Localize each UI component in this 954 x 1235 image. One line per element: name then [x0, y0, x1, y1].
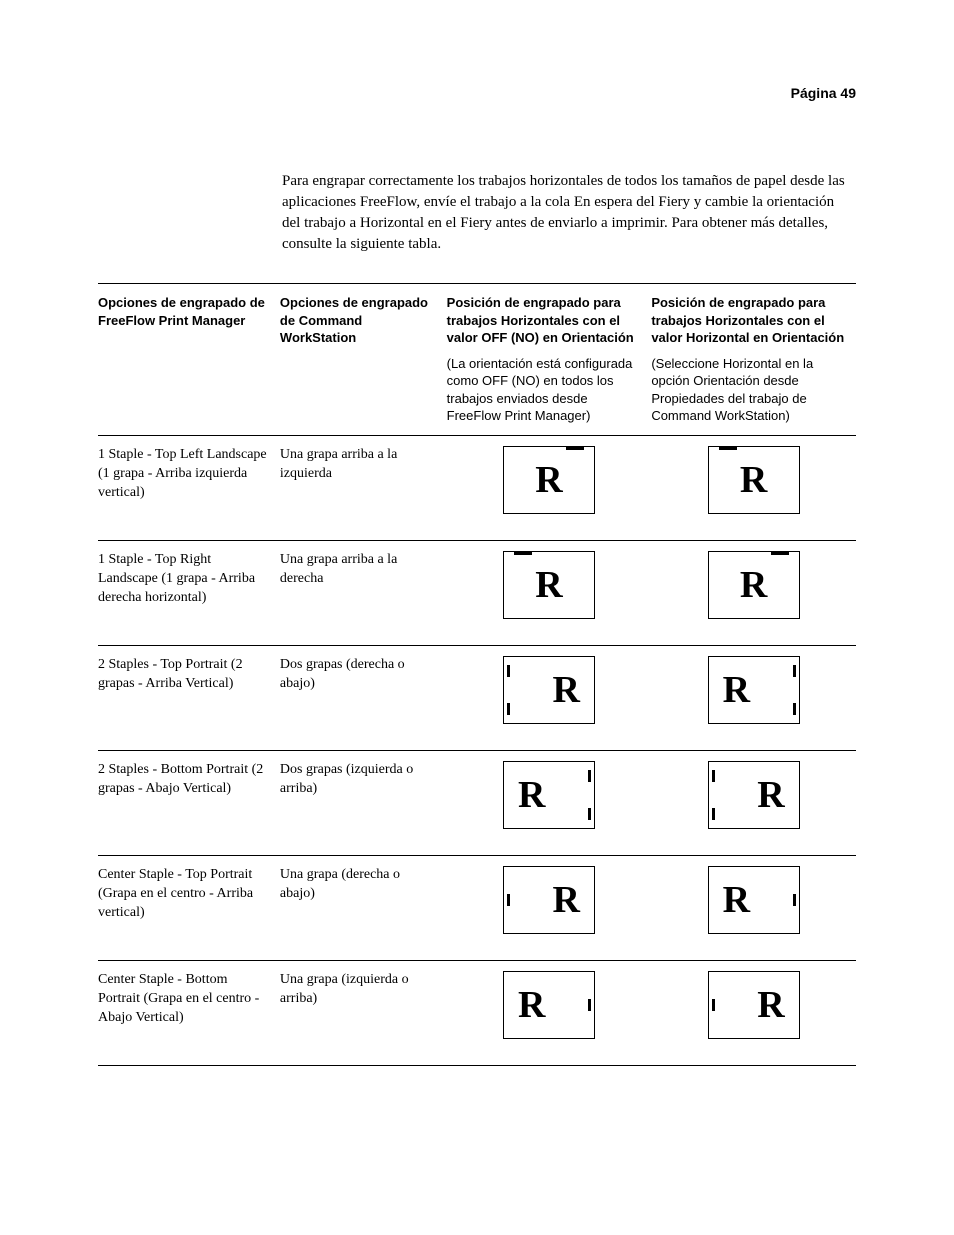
freeflow-option: 2 Staples - Bottom Portrait (2 grapas - … — [98, 750, 280, 855]
staple-options-table: Opciones de engrapado de FreeFlow Print … — [98, 283, 856, 1066]
position-horizontal-cell: R — [651, 645, 856, 750]
intro-paragraph: Para engrapar correctamente los trabajos… — [282, 171, 856, 255]
table-row: 2 Staples - Bottom Portrait (2 grapas - … — [98, 750, 856, 855]
position-off-cell: R — [447, 750, 652, 855]
staple-mark-icon — [507, 703, 510, 715]
position-off-cell: R — [447, 855, 652, 960]
page-number: Página 49 — [98, 85, 856, 101]
staple-mark-icon — [793, 894, 796, 906]
cws-option: Dos grapas (izquierda o arriba) — [280, 750, 447, 855]
staple-diagram-icon: R — [708, 971, 800, 1039]
table-header-row: Opciones de engrapado de FreeFlow Print … — [98, 284, 856, 436]
orientation-glyph-icon: R — [740, 461, 767, 499]
staple-mark-icon — [771, 552, 789, 555]
staple-diagram-icon: R — [708, 446, 800, 514]
freeflow-option: 2 Staples - Top Portrait (2 grapas - Arr… — [98, 645, 280, 750]
page: Página 49 Para engrapar correctamente lo… — [0, 0, 954, 1126]
staple-mark-icon — [588, 770, 591, 782]
table-row: Center Staple - Bottom Portrait (Grapa e… — [98, 960, 856, 1065]
position-horizontal-cell: R — [651, 960, 856, 1065]
cws-option: Una grapa (derecha o abajo) — [280, 855, 447, 960]
staple-diagram-icon: R — [503, 761, 595, 829]
orientation-glyph-icon: R — [553, 881, 580, 919]
col2-header: Opciones de engrapado de Command WorkSta… — [280, 284, 447, 436]
cws-option: Dos grapas (derecha o abajo) — [280, 645, 447, 750]
orientation-glyph-icon: R — [535, 566, 562, 604]
staple-mark-icon — [507, 665, 510, 677]
staple-diagram-icon: R — [708, 761, 800, 829]
orientation-glyph-icon: R — [757, 986, 784, 1024]
orientation-glyph-icon: R — [757, 776, 784, 814]
staple-mark-icon — [507, 894, 510, 906]
freeflow-option: 1 Staple - Top Right Landscape (1 grapa … — [98, 540, 280, 645]
orientation-glyph-icon: R — [723, 881, 750, 919]
table-row: 1 Staple - Top Left Landscape (1 grapa -… — [98, 435, 856, 540]
cws-option: Una grapa arriba a la izquierda — [280, 435, 447, 540]
freeflow-option: Center Staple - Bottom Portrait (Grapa e… — [98, 960, 280, 1065]
staple-mark-icon — [712, 808, 715, 820]
staple-diagram-icon: R — [503, 971, 595, 1039]
orientation-glyph-icon: R — [553, 671, 580, 709]
staple-diagram-icon: R — [708, 866, 800, 934]
cws-option: Una grapa arriba a la derecha — [280, 540, 447, 645]
col4-header: Posición de engrapado para trabajos Hori… — [651, 284, 856, 436]
staple-mark-icon — [793, 703, 796, 715]
staple-mark-icon — [588, 999, 591, 1011]
staple-mark-icon — [719, 447, 737, 450]
position-horizontal-cell: R — [651, 855, 856, 960]
position-off-cell: R — [447, 960, 652, 1065]
orientation-glyph-icon: R — [518, 776, 545, 814]
freeflow-option: 1 Staple - Top Left Landscape (1 grapa -… — [98, 435, 280, 540]
staple-mark-icon — [712, 770, 715, 782]
orientation-glyph-icon: R — [535, 461, 562, 499]
table-row: Center Staple - Top Portrait (Grapa en e… — [98, 855, 856, 960]
position-horizontal-cell: R — [651, 435, 856, 540]
staple-mark-icon — [793, 665, 796, 677]
cws-option: Una grapa (izquierda o arriba) — [280, 960, 447, 1065]
staple-mark-icon — [566, 447, 584, 450]
position-off-cell: R — [447, 645, 652, 750]
staple-diagram-icon: R — [503, 656, 595, 724]
position-horizontal-cell: R — [651, 750, 856, 855]
staple-mark-icon — [588, 808, 591, 820]
staple-mark-icon — [514, 552, 532, 555]
staple-diagram-icon: R — [503, 446, 595, 514]
staple-diagram-icon: R — [503, 551, 595, 619]
col3-header: Posición de engrapado para trabajos Hori… — [447, 284, 652, 436]
position-horizontal-cell: R — [651, 540, 856, 645]
orientation-glyph-icon: R — [723, 671, 750, 709]
staple-mark-icon — [712, 999, 715, 1011]
table-row: 2 Staples - Top Portrait (2 grapas - Arr… — [98, 645, 856, 750]
position-off-cell: R — [447, 435, 652, 540]
freeflow-option: Center Staple - Top Portrait (Grapa en e… — [98, 855, 280, 960]
orientation-glyph-icon: R — [740, 566, 767, 604]
staple-diagram-icon: R — [708, 656, 800, 724]
table-row: 1 Staple - Top Right Landscape (1 grapa … — [98, 540, 856, 645]
orientation-glyph-icon: R — [518, 986, 545, 1024]
position-off-cell: R — [447, 540, 652, 645]
col1-header: Opciones de engrapado de FreeFlow Print … — [98, 284, 280, 436]
staple-diagram-icon: R — [708, 551, 800, 619]
staple-diagram-icon: R — [503, 866, 595, 934]
